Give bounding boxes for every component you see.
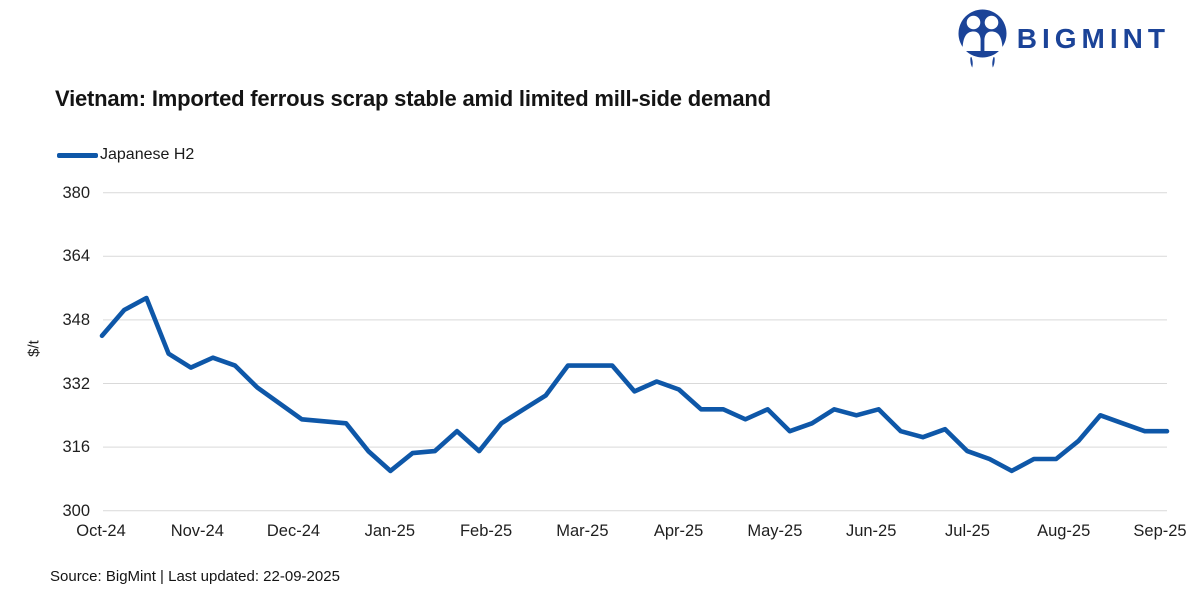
x-tick-label: Jul-25 — [945, 522, 990, 540]
y-tick-label: 332 — [62, 374, 90, 393]
bigmint-logo-text: BIGMINT — [1016, 23, 1170, 54]
source-note: Source: BigMint | Last updated: 22-09-20… — [50, 568, 340, 585]
chart-title: Vietnam: Imported ferrous scrap stable a… — [55, 86, 771, 111]
x-tick-label: Jun-25 — [845, 522, 897, 540]
x-tick-label: Oct-24 — [76, 522, 126, 540]
bigmint-logo-icon — [958, 9, 1007, 68]
x-tick-label: Nov-24 — [170, 522, 224, 540]
y-tick-label: 348 — [62, 310, 90, 329]
x-tick-label: Sep-25 — [1133, 522, 1187, 540]
y-tick-label: 300 — [62, 501, 90, 520]
legend: Japanese H2 — [57, 146, 194, 164]
x-tick-label: Apr-25 — [653, 522, 704, 540]
y-tick-label: 380 — [62, 183, 90, 202]
series-japanese-h2 — [99, 295, 1170, 474]
x-tick-label: May-25 — [747, 522, 803, 540]
x-tick-label: Aug-25 — [1037, 522, 1091, 540]
y-tick-label: 364 — [62, 247, 90, 266]
legend-label: Japanese H2 — [100, 146, 195, 163]
bigmint-logo: BIGMINT — [958, 9, 1170, 69]
x-tick-label: Mar-25 — [556, 522, 609, 540]
y-tick-label: 316 — [62, 438, 90, 457]
x-tick-label: Dec-24 — [266, 522, 321, 540]
x-tick-label: Jan-25 — [364, 522, 416, 540]
legend-line-swatch — [57, 152, 98, 158]
x-tick-label: Feb-25 — [459, 522, 513, 540]
